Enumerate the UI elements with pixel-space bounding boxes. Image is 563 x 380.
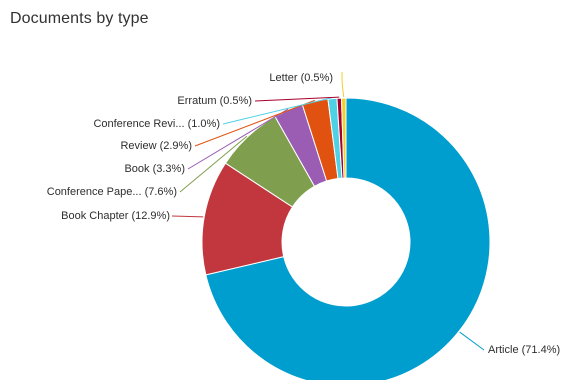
leader-line-6 [254, 96, 340, 102]
slice-label-2: Conference Pape... (7.6%) [47, 186, 177, 198]
leader-line-0 [459, 331, 485, 351]
leader-line-2 [179, 135, 248, 193]
slice-label-3: Book (3.3%) [124, 163, 185, 175]
slice-label-1: Book Chapter (12.9%) [61, 210, 170, 222]
leader-line-1 [171, 215, 204, 218]
slice-label-7: Letter (0.5%) [269, 72, 333, 84]
slice-label-4: Review (2.9%) [120, 140, 192, 152]
leader-line-5 [222, 97, 333, 125]
slice-7[interactable] [340, 97, 347, 179]
slice-label-0: Article (71.4%) [488, 344, 560, 356]
leader-line-7 [341, 71, 345, 98]
leader-line-3 [187, 108, 289, 170]
slice-label-6: Erratum (0.5%) [177, 95, 252, 107]
slice-label-5: Conference Revi... (1.0%) [93, 118, 220, 130]
chart-title: Documents by type [10, 10, 149, 27]
slice-0[interactable] [205, 97, 491, 380]
leader-line-4 [194, 99, 316, 147]
